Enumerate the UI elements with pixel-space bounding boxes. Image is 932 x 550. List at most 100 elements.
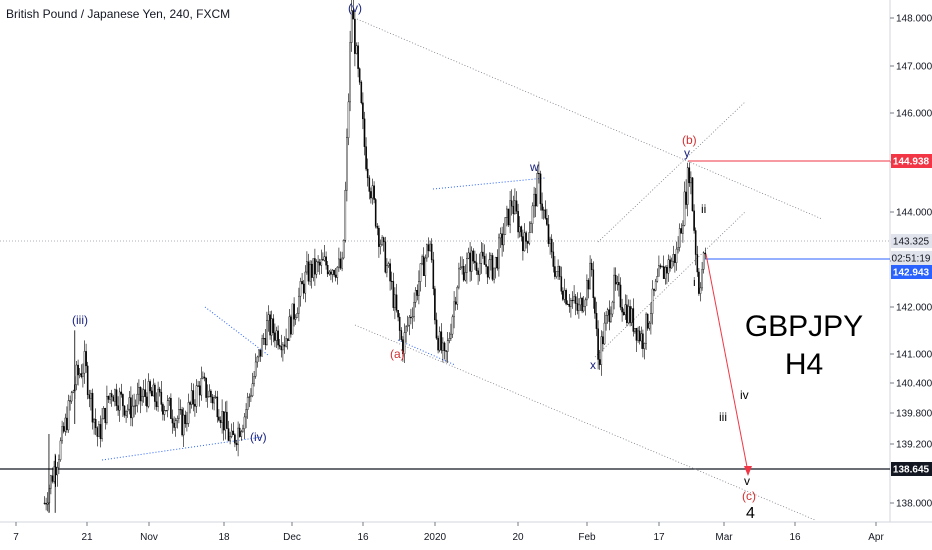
candle-body [442, 342, 444, 351]
candle-body [570, 300, 572, 307]
candle-body [658, 265, 660, 277]
candle-body [656, 276, 659, 282]
candle-body [117, 405, 119, 411]
candle-body [499, 233, 502, 239]
candle-body [382, 237, 385, 243]
candle-body [206, 396, 209, 398]
candle-body [245, 409, 247, 418]
candle-body [430, 243, 433, 261]
candle-body [470, 250, 473, 272]
candle-body [696, 254, 699, 273]
candle-body [240, 431, 243, 437]
time-tick-label: 16 [789, 532, 801, 543]
candle-body [422, 256, 425, 276]
candle-body [515, 200, 518, 212]
candle-body [605, 315, 607, 324]
candle-body [138, 387, 140, 395]
candle-body [680, 228, 683, 234]
candle-body [379, 244, 382, 247]
candle-body [376, 226, 379, 229]
candle-body [109, 393, 111, 400]
price-tick-label: 146.000 [896, 109, 932, 120]
price-tick-label: 147.000 [896, 62, 932, 73]
candle-body [416, 289, 419, 296]
time-tick-label: 17 [653, 532, 665, 543]
candle-body [438, 331, 441, 351]
candle-body [182, 414, 185, 436]
candle-body [243, 416, 246, 430]
price-tag-box [891, 265, 932, 279]
candle-body [272, 318, 275, 334]
price-tag-label: 143.325 [893, 237, 930, 248]
candle-body [670, 260, 673, 269]
candle-body [226, 411, 228, 429]
candle-body [458, 268, 460, 288]
candle-body [362, 102, 364, 120]
candle-body [475, 262, 478, 271]
candle-body [354, 18, 356, 54]
candle-body [131, 405, 134, 419]
candle-body [293, 303, 295, 320]
candle-body [568, 303, 571, 307]
time-tick-label: 16 [357, 532, 369, 543]
candle-body [528, 232, 531, 244]
candle-body [165, 410, 167, 412]
candle-body [288, 316, 291, 341]
candle-body [80, 373, 83, 377]
candle-body [72, 390, 75, 393]
candle-body [427, 244, 430, 252]
candle-body [413, 302, 415, 317]
candle-body [406, 324, 409, 327]
candle-body [291, 303, 294, 335]
rising-channel-upper [597, 101, 746, 243]
candle-body [421, 256, 423, 264]
candle-body [110, 393, 113, 398]
candle-body [472, 250, 475, 262]
candle-body [581, 297, 583, 312]
candle-body [350, 10, 353, 43]
price-tick-label: 140.400 [896, 379, 932, 390]
candle-body [320, 259, 323, 266]
candle-body [261, 338, 263, 357]
candle-body [614, 274, 617, 285]
candle-body [507, 208, 510, 226]
candle-body [61, 426, 63, 442]
candle-body [517, 211, 519, 233]
candle-body [573, 296, 575, 301]
candle-body [538, 173, 540, 175]
price-tag-label: 144.938 [893, 157, 930, 168]
candle-body [344, 189, 347, 241]
candle-body [203, 376, 206, 379]
candle-body [294, 317, 297, 320]
candle-body [418, 281, 420, 296]
candle-body [253, 376, 255, 384]
price-tags: 144.938 143.325 02:51:19 142.943 138.645 [891, 154, 932, 476]
candle-body [139, 387, 142, 402]
candle-body [366, 168, 369, 179]
candle-body [482, 251, 484, 257]
candle-body [232, 430, 235, 435]
candle-body [94, 419, 97, 429]
candle-body [610, 313, 612, 322]
candle-body [163, 410, 166, 415]
candle-body [443, 342, 446, 351]
candle-body [386, 265, 388, 273]
time-axis: 7 21 Nov 18 Dec 16 2020 20 Feb 17 Mar 16 Apr [13, 522, 884, 543]
channel-top-line [356, 18, 823, 220]
candle-body [298, 295, 300, 314]
price-tick-label: 141.000 [896, 350, 932, 361]
candle-body [77, 364, 79, 376]
candle-body [502, 234, 505, 246]
candle-body [661, 266, 663, 268]
candle-body [147, 381, 150, 407]
projection-arrow-head [744, 466, 752, 476]
candle-body [341, 257, 343, 269]
candle-body [315, 261, 318, 275]
candle-body [248, 396, 251, 398]
candle-body [237, 427, 239, 445]
candle-body [146, 396, 148, 407]
candle-body [514, 200, 516, 214]
candle-body [307, 261, 310, 282]
candle-body [314, 258, 316, 275]
candle-body [275, 330, 278, 341]
